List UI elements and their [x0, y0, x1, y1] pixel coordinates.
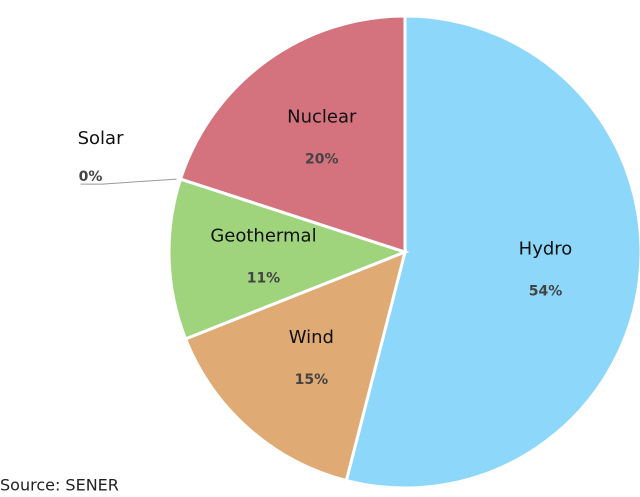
- value-label: 0%: [79, 169, 103, 185]
- source-note: Source: SENER: [0, 476, 119, 495]
- pie-slice: [167, 177, 410, 341]
- pie-slice: [344, 14, 640, 490]
- slice-label: Hydro: [519, 239, 573, 260]
- slice-label: Nuclear: [287, 106, 357, 127]
- slice-label: Solar: [78, 128, 124, 149]
- slice-label: Wind: [289, 327, 334, 348]
- leader-line: [80, 178, 177, 185]
- value-label: 54%: [529, 284, 563, 300]
- value-label: 20%: [305, 151, 339, 167]
- value-label: 15%: [295, 372, 329, 388]
- slice-label: Geothermal: [210, 225, 316, 246]
- pie-slice: [183, 249, 408, 483]
- value-label: 11%: [247, 270, 281, 286]
- pie-slice: [178, 14, 407, 255]
